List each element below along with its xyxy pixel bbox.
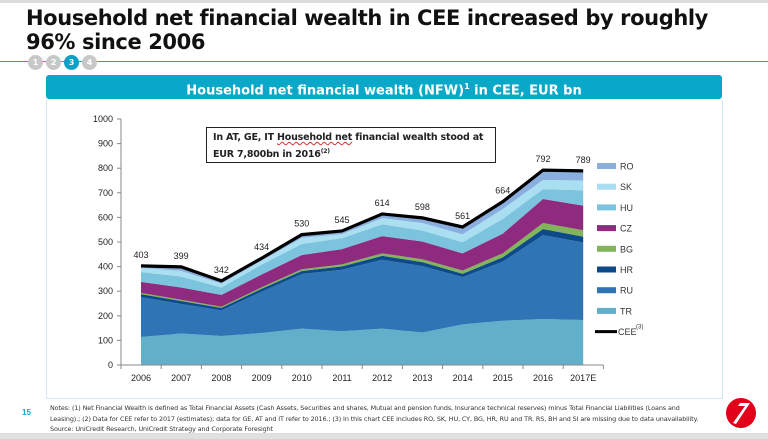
annotation-sup: (2): [320, 148, 330, 155]
legend-label-bg: BG: [620, 244, 633, 254]
total-data-label: 530: [294, 219, 309, 229]
legend-swatch-tr: [597, 307, 616, 314]
area-hu: [141, 189, 584, 295]
y-tick-label: 500: [98, 237, 113, 247]
x-tick-label: 2011: [332, 373, 351, 383]
total-data-label: 403: [133, 250, 148, 260]
x-tick-label: 2009: [252, 373, 272, 383]
y-tick-label: 700: [98, 188, 113, 198]
chart-header-text: Household net financial wealth (NFW): [186, 83, 465, 99]
legend-label-sk: SK: [620, 182, 632, 192]
area-sk: [141, 180, 584, 288]
page-number: 15: [22, 408, 31, 417]
total-data-label: 789: [576, 155, 591, 165]
slide-title: Household net financial wealth in CEE in…: [26, 6, 708, 54]
annotation-text-2: Household net: [277, 132, 353, 143]
y-tick-label: 800: [98, 163, 113, 173]
total-data-label: 545: [334, 215, 349, 225]
total-data-label: 561: [455, 211, 470, 221]
area-tr: [141, 318, 584, 365]
y-tick-label: 0: [108, 360, 113, 370]
legend-swatch-hu: [597, 204, 616, 211]
legend-label-tr: TR: [620, 306, 632, 316]
legend-label-ru: RU: [620, 286, 633, 296]
step-4[interactable]: 4: [82, 55, 97, 70]
total-data-label: 598: [415, 202, 430, 212]
area-ro: [141, 170, 584, 284]
x-tick-label: 2010: [292, 373, 312, 383]
x-tick-label: 2015: [493, 373, 513, 383]
total-line-cee: [140, 168, 584, 283]
y-tick-label: 600: [98, 212, 113, 222]
total-data-label: 342: [214, 265, 229, 275]
step-indicator: 1 2 3 4: [28, 55, 97, 70]
chart-header: Household net financial wealth (NFW)1 in…: [46, 75, 722, 99]
area-bg: [141, 223, 584, 308]
chart-header-suffix: in CEE, EUR bn: [469, 83, 582, 99]
top-border: [0, 0, 768, 3]
legend-label-hu: HU: [620, 203, 633, 213]
x-tick-label: 2014: [453, 373, 473, 383]
axes: 0 100 200 300 400 500 600 700 800 900 1000 2006 2007…: [93, 114, 604, 383]
legend-swatch-hr: [597, 266, 616, 273]
total-data-label: 399: [174, 251, 189, 261]
title-rule: [0, 61, 768, 62]
step-1[interactable]: 1: [28, 55, 43, 70]
legend-swatch-sk: [597, 183, 616, 190]
data-labels: 403 399 342 434 530 545 614 598 561 664 792 789: [133, 154, 590, 275]
annotation-box: In AT, GE, IT Household net financial we…: [206, 127, 496, 163]
x-tick-label: 2017E: [570, 373, 596, 383]
legend: RO SK HU CZ BG HR RU TR CEE (3): [595, 162, 643, 337]
area-ru: [141, 235, 584, 337]
y-tick-label: 1000: [93, 114, 113, 124]
footnotes: Notes: (1) Net Financial Wealth is defin…: [50, 404, 699, 433]
total-data-label: 434: [254, 242, 269, 252]
y-tick-label: 400: [98, 262, 113, 272]
x-tick-label: 2008: [211, 373, 231, 383]
legend-swatch-ru: [597, 287, 616, 294]
legend-label-hr: HR: [620, 265, 633, 275]
chart-header-sup: 1: [464, 82, 470, 91]
legend-label-cee-sup: (3): [636, 325, 643, 331]
chart-panel: [46, 100, 723, 399]
legend-swatch-cz: [597, 225, 616, 232]
x-tick-label: 2013: [412, 373, 432, 383]
legend-label-cee: CEE: [618, 327, 637, 337]
annotation-text-1: In AT, GE, IT: [213, 132, 277, 143]
step-2[interactable]: 2: [46, 55, 61, 70]
unicredit-logo-icon: [726, 398, 756, 428]
legend-swatch-bg: [597, 245, 616, 252]
x-tick-label: 2006: [131, 373, 151, 383]
step-3-active[interactable]: 3: [64, 55, 79, 70]
x-tick-label: 2016: [533, 373, 553, 383]
y-tick-label: 300: [98, 286, 113, 296]
y-tick-label: 100: [98, 335, 113, 345]
total-data-label: 792: [535, 154, 550, 164]
area-layers: [140, 168, 584, 365]
bottom-bar: [0, 433, 768, 439]
annotation-text-3: financial wealth stood at EUR 7,800bn in…: [213, 132, 484, 161]
y-tick-label: 200: [98, 311, 113, 321]
y-tick-label: 900: [98, 139, 113, 149]
total-data-label: 614: [375, 198, 390, 208]
total-data-label: 664: [495, 186, 510, 196]
x-tick-label: 2012: [372, 373, 392, 383]
area-hr: [141, 228, 584, 311]
legend-label-cz: CZ: [620, 224, 632, 234]
area-cz: [141, 198, 584, 307]
x-tick-label: 2007: [171, 373, 191, 383]
legend-swatch-ro: [597, 163, 616, 169]
legend-label-ro: RO: [620, 162, 634, 172]
